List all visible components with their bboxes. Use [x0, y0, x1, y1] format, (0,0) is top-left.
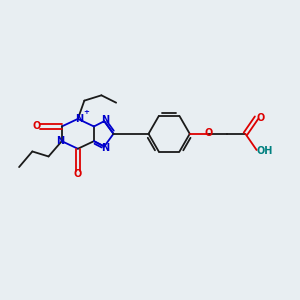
Text: O: O — [74, 169, 82, 179]
Text: N: N — [101, 143, 109, 153]
Text: +: + — [83, 110, 89, 116]
Text: O: O — [205, 128, 213, 138]
Text: N: N — [101, 115, 109, 125]
Text: OH: OH — [256, 146, 273, 156]
Text: O: O — [32, 122, 40, 131]
Text: O: O — [257, 112, 265, 123]
Text: N: N — [75, 114, 83, 124]
Text: N: N — [56, 136, 64, 146]
